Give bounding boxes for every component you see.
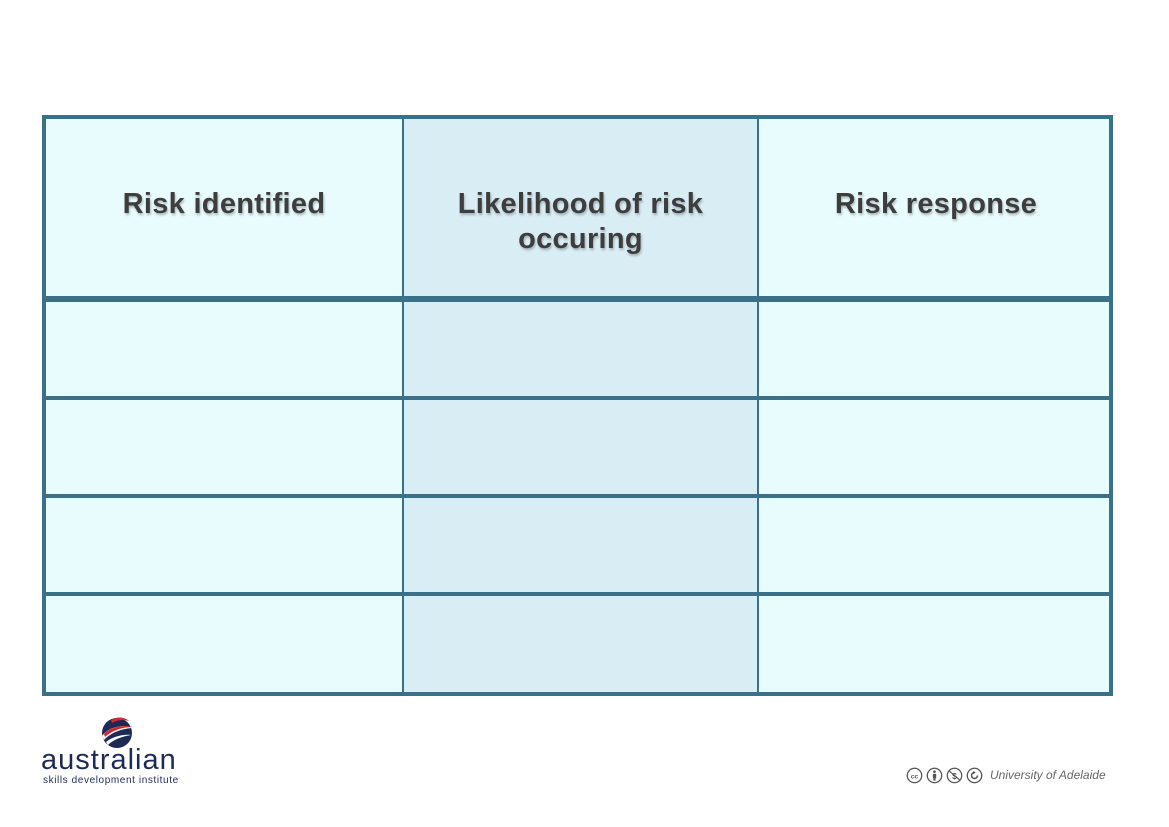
share-alike-icon: [966, 767, 983, 783]
header-risk-identified: Risk identified: [122, 188, 326, 220]
asdi-logo: australian skills development institute: [41, 714, 201, 786]
middle-column-shading: [402, 119, 757, 692]
column-divider: [757, 119, 759, 692]
globe-swoosh-icon: [102, 717, 133, 748]
table-cell-r1-c2: [404, 302, 757, 396]
attribution-icon: [926, 767, 943, 783]
cc-icon: cc: [906, 767, 923, 783]
header-cell-risk-response: Risk response: [759, 119, 1113, 296]
row-divider: [46, 494, 1109, 498]
license-attribution: University of Adelaide: [990, 768, 1106, 782]
risk-table: Risk identified Likelihood of risk occur…: [42, 115, 1113, 696]
table-cell-r3-c1: [46, 498, 402, 592]
table-cell-r3-c2: [404, 498, 757, 592]
logo-tagline: skills development institute: [43, 775, 179, 786]
table-cell-r4-c3: [759, 596, 1113, 692]
table-cell-r2-c2: [404, 400, 757, 494]
svg-text:cc: cc: [911, 773, 919, 780]
header-likelihood: Likelihood of risk occuring: [457, 188, 704, 255]
noncommercial-icon: $: [946, 767, 963, 783]
row-divider: [46, 396, 1109, 400]
header-cell-risk-identified: Risk identified: [46, 119, 402, 296]
header-divider: [46, 296, 1109, 302]
table-cell-r3-c3: [759, 498, 1113, 592]
logo-wordmark: australian: [41, 744, 177, 776]
license-badge: cc $ University of Adelaide: [906, 765, 1106, 785]
header-risk-response: Risk response: [834, 188, 1038, 220]
row-divider: [46, 592, 1109, 596]
column-divider: [402, 119, 404, 692]
table-cell-r2-c1: [46, 400, 402, 494]
table-cell-r1-c1: [46, 302, 402, 396]
table-cell-r4-c2: [404, 596, 757, 692]
table-cell-r4-c1: [46, 596, 402, 692]
table-cell-r2-c3: [759, 400, 1113, 494]
header-cell-likelihood: Likelihood of risk occuring: [404, 119, 757, 296]
table-cell-r1-c3: [759, 302, 1113, 396]
